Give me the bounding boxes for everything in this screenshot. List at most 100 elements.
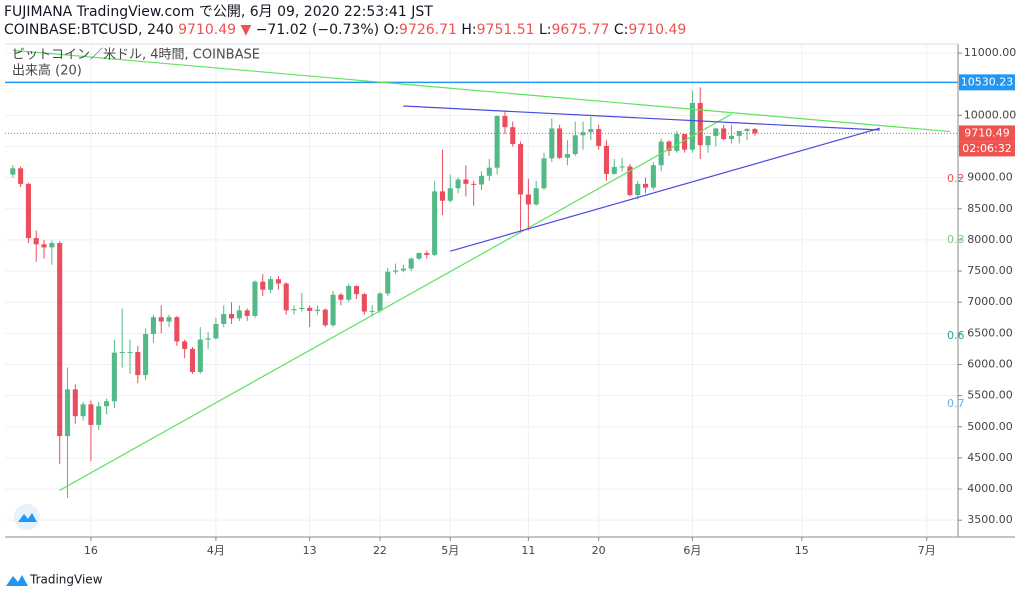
- candle-body: [57, 243, 63, 437]
- candle-body: [64, 389, 71, 437]
- x-tick-label: 4月: [207, 544, 225, 557]
- candle-body: [18, 168, 24, 184]
- y-tick-label: 5000.00: [967, 420, 1013, 433]
- candle-body: [166, 317, 172, 322]
- candle-body: [682, 134, 688, 150]
- x-tick-label: 6月: [683, 544, 701, 557]
- candle-body: [213, 324, 219, 339]
- candle-body: [221, 314, 227, 325]
- x-tick-label: 5月: [441, 544, 459, 557]
- candle-body: [541, 158, 547, 189]
- candle-body: [400, 268, 406, 271]
- candle-body: [674, 134, 680, 151]
- candle-body: [697, 102, 703, 146]
- candle-body: [689, 102, 695, 150]
- footer-logo: [6, 575, 28, 586]
- candle-body: [728, 135, 735, 140]
- y-tick-label: 6500.00: [967, 326, 1013, 339]
- x-tick-label: 7月: [918, 544, 936, 557]
- candle-body: [439, 191, 445, 201]
- header-segment: ▼: [236, 22, 251, 38]
- candle-body: [252, 281, 258, 316]
- candle-body: [580, 132, 586, 136]
- y-tick-label: 8500.00: [967, 202, 1013, 215]
- candle-body: [502, 115, 508, 128]
- candle-body: [260, 281, 266, 290]
- candle-body: [416, 253, 422, 259]
- candle-body: [494, 115, 500, 168]
- candle-body: [572, 135, 578, 154]
- candle-body: [236, 310, 242, 319]
- candle-body: [158, 317, 164, 322]
- header-segment: L:: [535, 22, 552, 38]
- y-tick-label: 8000.00: [967, 233, 1013, 246]
- candle-body: [619, 166, 625, 168]
- candle-body: [478, 175, 485, 185]
- candle-body: [611, 167, 617, 174]
- candle-body: [486, 167, 492, 176]
- candle-body: [135, 352, 141, 376]
- header-segment: 9726.71: [399, 22, 457, 38]
- candle-body: [525, 194, 531, 205]
- candle-body: [25, 183, 31, 239]
- candle-body: [705, 135, 711, 146]
- candle-body: [666, 141, 672, 151]
- candle-body: [275, 279, 281, 284]
- countdown-box: [959, 141, 1015, 157]
- header-segment: 9751.51: [477, 22, 535, 38]
- y-tick-label: 3500.00: [967, 513, 1013, 526]
- candle-body: [393, 270, 399, 272]
- candle-body: [88, 404, 94, 425]
- candle-body: [283, 283, 289, 311]
- header-segment: H:: [457, 22, 477, 38]
- header-segment: 9710.49: [178, 22, 236, 38]
- candle-body: [41, 244, 47, 248]
- candle-body: [627, 166, 633, 196]
- candle-body: [369, 310, 375, 312]
- legend-symbol: ビットコイン／米ドル, 4時間, COINBASE: [12, 48, 260, 63]
- candle-body: [49, 243, 55, 248]
- header-segment: COINBASE:BTCUSD, 240: [4, 22, 178, 38]
- y-tick-label: 11000.00: [964, 46, 1017, 59]
- candle-body: [752, 129, 758, 134]
- candle-body: [463, 179, 469, 184]
- y-tick-label: 4500.00: [967, 451, 1013, 464]
- header-segment: C:: [609, 22, 628, 38]
- candle-body: [588, 129, 594, 133]
- candle-body: [736, 130, 742, 136]
- candle-body: [603, 145, 610, 174]
- candle-body: [650, 165, 656, 188]
- countdown: 02:06:32: [962, 142, 1011, 155]
- candle-body: [299, 307, 305, 310]
- header-line1: FUJIMANA TradingView.com で公開, 6月 09, 202…: [4, 4, 433, 20]
- candle-body: [557, 128, 563, 158]
- candle-body: [322, 309, 328, 326]
- candle-body: [361, 294, 367, 312]
- x-tick-label: 15: [795, 544, 809, 557]
- candle-body: [291, 309, 297, 311]
- candle-body: [713, 128, 719, 136]
- candle-body: [111, 352, 117, 402]
- header-segment: 9710.49: [628, 22, 686, 38]
- candle-body: [268, 279, 274, 290]
- candle-body: [330, 294, 336, 326]
- candle-body: [10, 168, 16, 175]
- candle-body: [127, 352, 133, 354]
- candle-body: [533, 188, 539, 205]
- candle-body: [80, 404, 86, 417]
- price-label: 10530.23: [961, 75, 1014, 88]
- candle-body: [385, 271, 391, 294]
- candle-body: [471, 183, 477, 185]
- trendline: [12, 49, 951, 133]
- candle-body: [353, 286, 360, 295]
- fib-label: 0.2: [947, 172, 965, 185]
- candle-body: [549, 128, 555, 159]
- candle-body: [189, 348, 196, 372]
- x-tick-label: 16: [84, 544, 98, 557]
- candle-body: [197, 339, 203, 372]
- candle-body: [33, 238, 39, 245]
- candle-body: [518, 144, 524, 195]
